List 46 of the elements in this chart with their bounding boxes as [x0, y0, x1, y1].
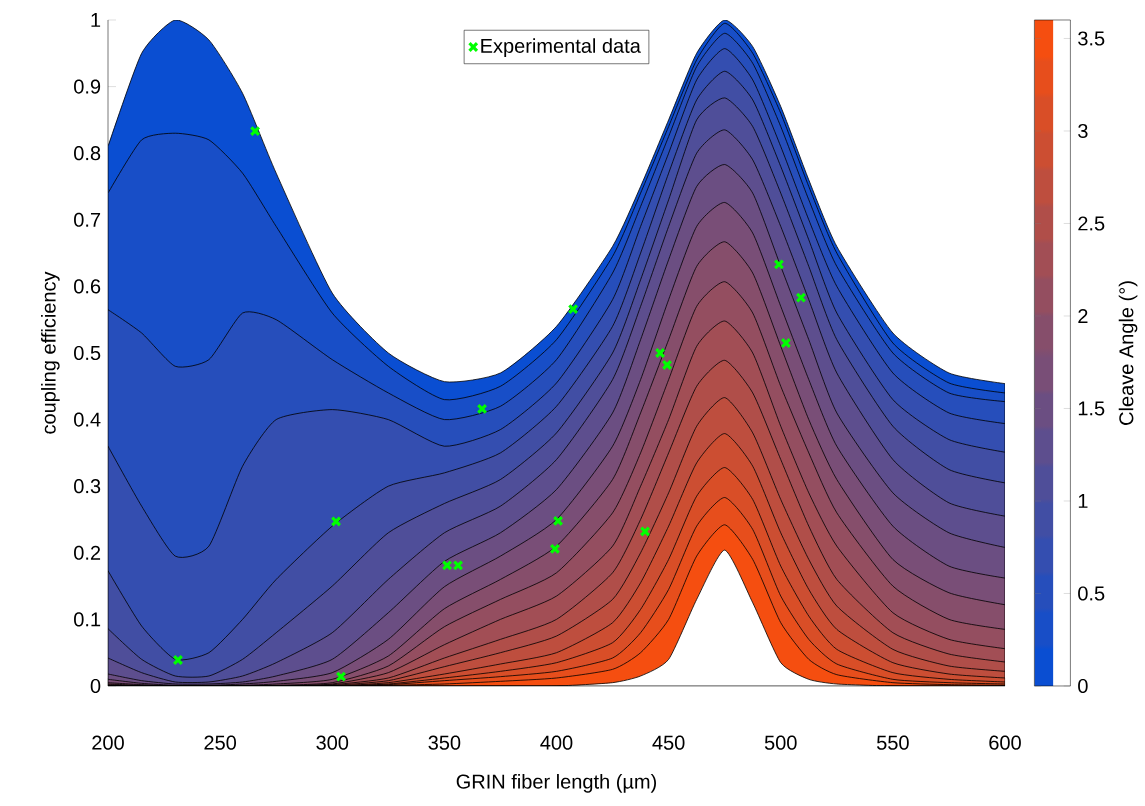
point: [654, 347, 666, 359]
color-bar-label: 1.5: [1078, 401, 1105, 416]
point: [780, 337, 792, 349]
point: [661, 359, 673, 371]
point: [172, 654, 184, 666]
color-bar-label: 0.5: [1078, 586, 1105, 601]
y-tick-label: 0.8: [74, 146, 101, 161]
point: [795, 292, 807, 304]
y-tick-label: 0.1: [74, 612, 101, 627]
color-bar-label: 3.5: [1078, 31, 1105, 46]
color-bar-label: 1: [1078, 494, 1088, 508]
x-tick-label: 400: [540, 735, 573, 750]
x-tick-label: 450: [652, 735, 685, 750]
x-tick-label: 600: [989, 735, 1021, 750]
x-tick-label: 350: [428, 735, 461, 750]
point: [249, 125, 261, 137]
y-tick-label: 0.3: [74, 479, 101, 494]
color-bar-title: Cleave Angle (°): [1118, 281, 1138, 425]
x-tick-label: 250: [204, 735, 237, 750]
point: [335, 671, 347, 683]
x-tick-label: 300: [316, 735, 349, 750]
point: [330, 516, 342, 527]
x-axis-title: GRIN fiber length (µm): [456, 774, 657, 793]
point: [567, 303, 579, 315]
point: [476, 403, 488, 415]
point: [773, 259, 785, 270]
legend-label: Experimental data: [481, 38, 641, 57]
y-tick-label: 0.7: [74, 212, 101, 227]
y-tick-label: 0.2: [74, 545, 101, 560]
y-tick-label: 1: [91, 13, 101, 27]
y-tick-label: 0.6: [74, 279, 101, 294]
point: [552, 515, 564, 527]
y-tick-label: 0.4: [74, 412, 101, 427]
point: [549, 543, 561, 555]
point: [639, 526, 651, 537]
color-bar-label: 0: [1078, 678, 1088, 694]
x-tick-label: 200: [92, 735, 124, 750]
x-tick-label: 550: [876, 735, 909, 750]
color-bar-label: 2: [1078, 309, 1088, 323]
color-bar-label: 2.5: [1078, 216, 1105, 231]
y-tick-label: 0.9: [74, 79, 101, 94]
color-bar-label: 3: [1078, 123, 1088, 139]
y-axis-title: coupling efficiency: [41, 271, 60, 434]
y-tick-label: 0: [90, 678, 101, 694]
y-tick-label: 0.5: [74, 345, 101, 361]
x-tick-label: 500: [764, 735, 797, 750]
